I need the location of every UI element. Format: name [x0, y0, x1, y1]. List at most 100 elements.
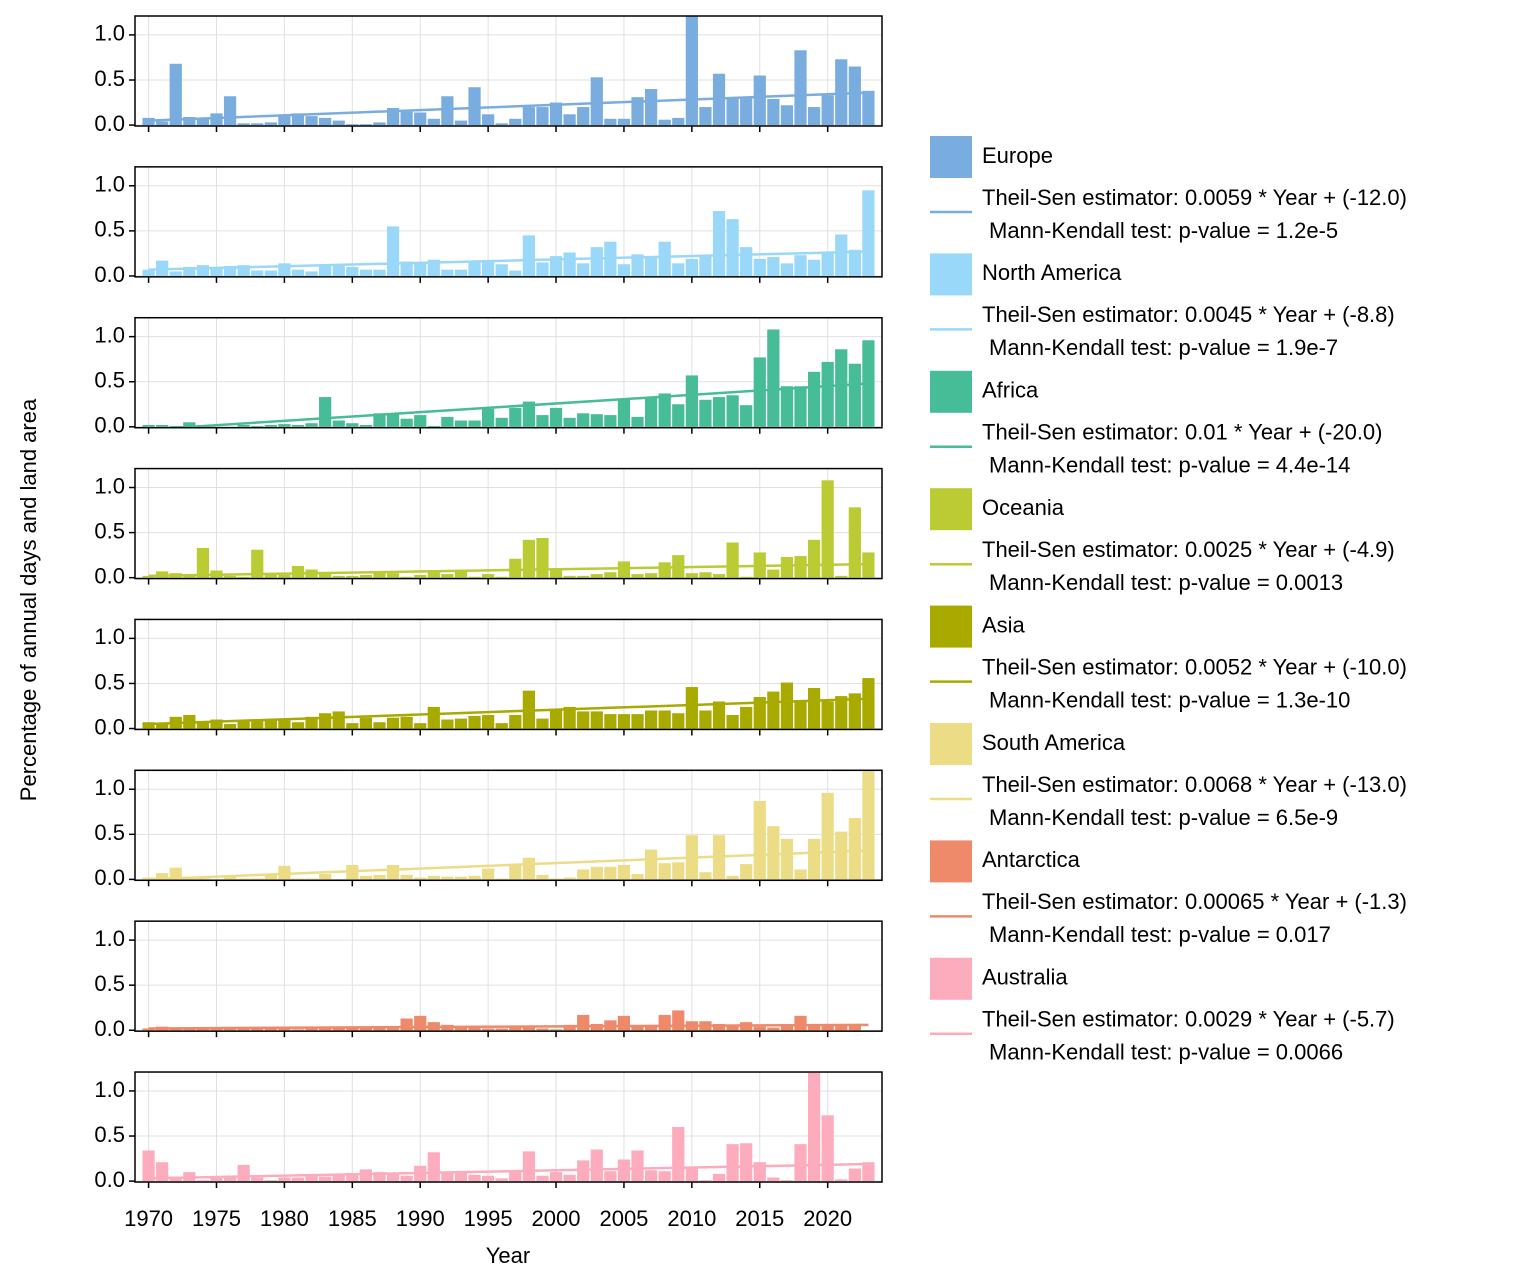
bar: [848, 249, 861, 276]
bar: [441, 574, 454, 578]
bar: [142, 425, 155, 427]
bar: [156, 121, 169, 126]
trend-line: [157, 382, 869, 428]
bar: [237, 123, 250, 126]
bar: [319, 397, 332, 427]
bar: [264, 874, 277, 880]
y-tick-label: 0.0: [94, 865, 125, 890]
bar: [631, 574, 644, 578]
bar: [482, 408, 495, 427]
panel-frame: [134, 618, 883, 731]
panel: [135, 770, 882, 881]
bar: [237, 721, 250, 729]
bar: [563, 417, 576, 427]
bar: [631, 1150, 644, 1182]
bar: [427, 425, 440, 427]
bar: [400, 1175, 413, 1182]
panel-frame: [134, 920, 883, 1032]
bar: [644, 1170, 658, 1182]
bar: [400, 111, 413, 126]
bar: [577, 263, 590, 276]
bar: [807, 539, 821, 578]
legend-label: Africa: [982, 378, 1039, 403]
bar: [373, 571, 386, 578]
bar: [332, 420, 345, 427]
bar: [291, 565, 305, 578]
bar: [549, 878, 563, 880]
bar: [291, 425, 305, 427]
bar: [848, 1168, 861, 1182]
bar: [386, 1028, 400, 1031]
bar: [495, 417, 508, 427]
bar: [740, 1143, 753, 1182]
bar: [712, 1173, 726, 1182]
bar: [712, 211, 726, 276]
bar: [726, 715, 739, 729]
legend-label: North America: [982, 260, 1122, 285]
bar: [142, 269, 155, 276]
y-tick-label: 0.0: [94, 111, 125, 136]
bar: [563, 575, 576, 578]
y-tick-label: 1.0: [94, 775, 125, 800]
bar: [509, 1025, 522, 1031]
bar: [386, 864, 400, 880]
bar: [672, 862, 685, 880]
bar: [414, 112, 427, 126]
bar: [631, 714, 644, 729]
bar: [400, 261, 413, 276]
x-tick-label: 2005: [599, 1206, 648, 1231]
bar: [468, 262, 481, 276]
bar: [522, 857, 535, 880]
bar: [658, 241, 671, 276]
bar: [386, 717, 400, 729]
bar: [169, 63, 182, 126]
bar: [196, 1180, 210, 1182]
bar: [536, 415, 549, 427]
bar: [196, 265, 210, 276]
bar: [712, 574, 726, 578]
bar: [454, 876, 468, 880]
bar: [549, 407, 563, 427]
bar: [590, 414, 603, 427]
bar: [482, 1028, 495, 1031]
bar: [156, 873, 169, 880]
bar: [685, 1167, 698, 1182]
bar: [156, 724, 169, 729]
bar: [807, 838, 821, 880]
bar: [237, 425, 250, 427]
bar: [386, 226, 400, 276]
legend-label: Theil-Sen estimator: 0.0025 * Year + (-4…: [982, 537, 1395, 562]
bar: [604, 415, 617, 427]
bar: [753, 696, 766, 729]
bar: [482, 868, 495, 880]
bar: [319, 873, 332, 880]
bar: [835, 1179, 848, 1182]
x-tick-label: 2020: [803, 1206, 852, 1231]
legend-label: Theil-Sen estimator: 0.0052 * Year + (-1…: [982, 654, 1407, 679]
bar: [251, 123, 264, 126]
bar: [862, 190, 875, 276]
legend-label: Theil-Sen estimator: 0.00065 * Year + (-…: [982, 889, 1407, 914]
bar: [821, 701, 834, 729]
bar: [319, 117, 332, 126]
bar: [617, 1015, 631, 1031]
bar: [183, 116, 196, 126]
y-tick-label: 0.0: [94, 262, 125, 287]
bar: [685, 573, 698, 578]
y-tick-label: 0.5: [94, 820, 125, 845]
bar: [468, 1027, 481, 1031]
bar: [726, 98, 739, 126]
legend-label: Theil-Sen estimator: 0.01 * Year + (-20.…: [982, 420, 1383, 445]
bar: [142, 1028, 155, 1031]
bar: [536, 262, 549, 276]
bar: [251, 425, 264, 427]
y-tick-label: 1.0: [94, 624, 125, 649]
bar: [699, 710, 712, 729]
bar: [305, 423, 318, 427]
bar: [142, 722, 155, 729]
panel-frame: [134, 1071, 883, 1183]
bar: [400, 1018, 413, 1031]
bar: [617, 118, 631, 126]
bar: [183, 422, 196, 427]
x-tick-label: 1990: [396, 1206, 445, 1231]
